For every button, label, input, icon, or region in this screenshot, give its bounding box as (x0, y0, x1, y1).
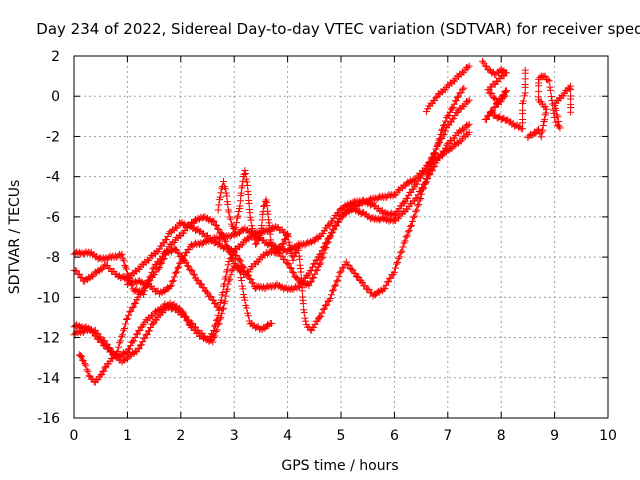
y-tick-label: -16 (37, 411, 60, 427)
x-tick-label: 3 (230, 428, 239, 444)
y-tick-label: 2 (51, 49, 60, 65)
y-axis-label: SDTVAR / TECUs (7, 180, 23, 295)
x-tick-label: 10 (599, 428, 617, 444)
y-tick-label: -10 (37, 290, 60, 306)
x-tick-label: 6 (390, 428, 399, 444)
y-tick-label: 0 (51, 89, 60, 105)
y-tick-label: -6 (46, 210, 60, 226)
x-tick-label: 4 (283, 428, 292, 444)
y-tick-label: -12 (37, 331, 60, 347)
y-tick-label: -2 (46, 129, 60, 145)
x-tick-labels: 0 1 2 3 4 5 6 7 8 9 10 (70, 428, 617, 444)
x-axis-label: GPS time / hours (281, 458, 398, 474)
x-tick-label: 9 (550, 428, 559, 444)
x-tick-label: 0 (70, 428, 79, 444)
data-points (70, 57, 575, 386)
y-tick-label: -4 (46, 170, 60, 186)
series-track-i (479, 57, 575, 142)
x-tick-label: 8 (497, 428, 506, 444)
y-tick-label: -14 (37, 371, 60, 387)
series-track-e (70, 262, 276, 366)
x-tick-label: 2 (176, 428, 185, 444)
x-tick-label: 5 (337, 428, 346, 444)
y-tick-labels: 2 0 -2 -4 -6 -8 -10 -12 -14 -16 (37, 49, 60, 427)
x-tick-label: 1 (123, 428, 132, 444)
chart-title: Day 234 of 2022, Sidereal Day-to-day VTE… (36, 20, 640, 38)
x-tick-label: 7 (443, 428, 452, 444)
series-track-h (422, 62, 473, 116)
grid (74, 56, 608, 418)
plot-frame (73, 55, 609, 419)
y-tick-label: -8 (46, 250, 60, 266)
series-track-g (214, 84, 468, 334)
